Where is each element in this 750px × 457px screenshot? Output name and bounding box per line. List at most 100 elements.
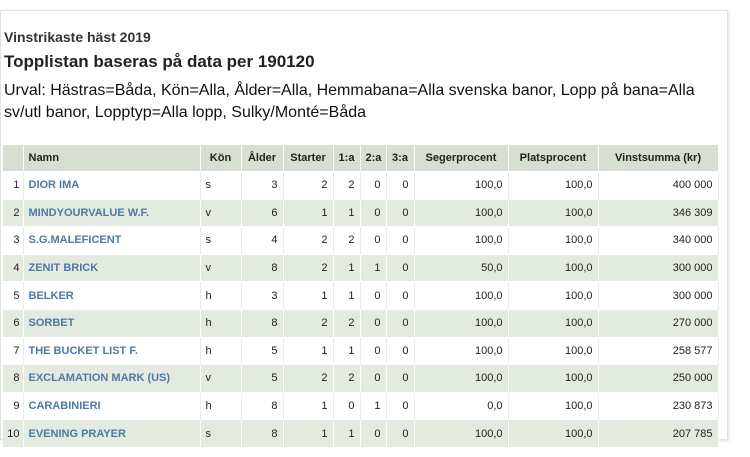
table-row: 7 THE BUCKET LIST F. h 5 1 1 0 0 100,0 100,0 258 5… bbox=[3, 336, 719, 365]
win-pct-cell: 100,0 bbox=[414, 198, 509, 227]
name-cell: ZENIT BRICK bbox=[23, 253, 201, 282]
name-cell: EVENING PRAYER bbox=[23, 419, 201, 447]
place-pct-cell: 100,0 bbox=[508, 336, 599, 365]
col-first[interactable]: 1:a bbox=[333, 145, 361, 172]
third-cell: 0 bbox=[386, 171, 415, 200]
win-pct-cell: 100,0 bbox=[414, 419, 509, 447]
horse-name-link[interactable]: EXCLAMATION MARK (US) bbox=[28, 372, 171, 385]
win-pct-cell: 100,0 bbox=[414, 171, 509, 200]
col-name[interactable]: Namn bbox=[23, 145, 201, 172]
earnings-cell: 250 000 bbox=[598, 364, 719, 393]
horse-name-link[interactable]: THE BUCKET LIST F. bbox=[28, 344, 138, 357]
gender-cell: s bbox=[200, 226, 242, 255]
place-pct-cell: 100,0 bbox=[508, 281, 599, 310]
earnings-cell: 300 000 bbox=[598, 253, 719, 282]
table-row: 4 ZENIT BRICK v 8 2 1 1 0 50,0 100,0 300 000 bbox=[3, 253, 719, 282]
rank-cell: 1 bbox=[3, 171, 24, 200]
first-cell: 1 bbox=[333, 419, 361, 447]
age-cell: 8 bbox=[241, 419, 284, 447]
col-gender[interactable]: Kön bbox=[200, 145, 242, 172]
age-cell: 5 bbox=[241, 364, 284, 393]
first-cell: 2 bbox=[333, 308, 361, 338]
starts-cell: 2 bbox=[283, 253, 334, 282]
col-age[interactable]: Ålder bbox=[241, 145, 284, 172]
age-cell: 6 bbox=[241, 198, 284, 227]
third-cell: 0 bbox=[386, 391, 415, 420]
first-cell: 1 bbox=[333, 281, 361, 310]
first-cell: 2 bbox=[333, 364, 361, 393]
horse-name-link[interactable]: DIOR IMA bbox=[28, 179, 80, 192]
third-cell: 0 bbox=[386, 308, 415, 338]
starts-cell: 1 bbox=[283, 281, 334, 310]
second-cell: 0 bbox=[360, 198, 387, 227]
first-cell: 2 bbox=[333, 226, 361, 255]
earnings-cell: 230 873 bbox=[598, 391, 719, 420]
table-row: 8 EXCLAMATION MARK (US) v 5 2 2 0 0 100,0 100,0 25… bbox=[3, 364, 719, 393]
third-cell: 0 bbox=[386, 419, 415, 447]
place-pct-cell: 100,0 bbox=[508, 308, 599, 338]
table-row: 5 BELKER h 3 1 1 0 0 100,0 100,0 300 000 bbox=[3, 281, 719, 310]
first-cell: 2 bbox=[333, 171, 361, 200]
gender-cell: h bbox=[200, 281, 242, 310]
gender-cell: h bbox=[200, 308, 242, 338]
win-pct-cell: 0,0 bbox=[414, 391, 509, 420]
horse-name-link[interactable]: MINDYOURVALUE W.F. bbox=[28, 206, 150, 219]
col-place-pct[interactable]: Platsprocent bbox=[508, 145, 599, 172]
table-row: 3 S.G.MALEFICENT s 4 2 2 0 0 100,0 100,0 340 000 bbox=[3, 226, 719, 255]
name-cell: CARABINIERI bbox=[23, 391, 201, 420]
horse-name-link[interactable]: EVENING PRAYER bbox=[28, 427, 126, 440]
place-pct-cell: 100,0 bbox=[508, 226, 599, 255]
place-pct-cell: 100,0 bbox=[508, 253, 599, 282]
starts-cell: 1 bbox=[283, 336, 334, 365]
earnings-cell: 300 000 bbox=[598, 281, 719, 310]
earnings-cell: 207 785 bbox=[598, 419, 719, 447]
toplist-table: Namn Kön Ålder Starter 1:a 2:a 3:a Seger… bbox=[3, 145, 719, 447]
col-starts[interactable]: Starter bbox=[283, 145, 334, 172]
age-cell: 8 bbox=[241, 391, 284, 420]
gender-cell: s bbox=[200, 171, 242, 200]
name-cell: DIOR IMA bbox=[23, 171, 201, 200]
second-cell: 0 bbox=[360, 419, 387, 447]
win-pct-cell: 100,0 bbox=[414, 281, 509, 310]
starts-cell: 1 bbox=[283, 198, 334, 227]
table-row: 1 DIOR IMA s 3 2 2 0 0 100,0 100,0 400 000 bbox=[3, 171, 719, 200]
horse-name-link[interactable]: CARABINIERI bbox=[28, 400, 101, 413]
rank-cell: 8 bbox=[3, 364, 24, 393]
third-cell: 0 bbox=[386, 336, 415, 365]
horse-name-link[interactable]: S.G.MALEFICENT bbox=[28, 234, 122, 247]
horse-name-link[interactable]: SORBET bbox=[28, 317, 75, 330]
data-date-heading: Topplistan baseras på data per 190120 bbox=[4, 52, 315, 71]
age-cell: 4 bbox=[241, 226, 284, 255]
rank-cell: 9 bbox=[3, 391, 24, 420]
rank-cell: 6 bbox=[3, 308, 24, 338]
col-win-pct[interactable]: Segerprocent bbox=[414, 145, 509, 172]
second-cell: 0 bbox=[360, 281, 387, 310]
gender-cell: v bbox=[200, 253, 242, 282]
third-cell: 0 bbox=[386, 226, 415, 255]
rank-cell: 5 bbox=[3, 281, 24, 310]
horse-name-link[interactable]: ZENIT BRICK bbox=[28, 262, 99, 275]
earnings-cell: 270 000 bbox=[598, 308, 719, 338]
earnings-cell: 346 309 bbox=[598, 198, 719, 227]
place-pct-cell: 100,0 bbox=[508, 419, 599, 447]
second-cell: 1 bbox=[360, 391, 387, 420]
first-cell: 1 bbox=[333, 198, 361, 227]
second-cell: 0 bbox=[360, 226, 387, 255]
starts-cell: 1 bbox=[283, 391, 334, 420]
table-row: 2 MINDYOURVALUE W.F. v 6 1 1 0 0 100,0 100,0 346 3… bbox=[3, 198, 719, 227]
starts-cell: 2 bbox=[283, 364, 334, 393]
rank-cell: 2 bbox=[3, 198, 24, 227]
col-second[interactable]: 2:a bbox=[360, 145, 387, 172]
horse-name-link[interactable]: BELKER bbox=[28, 289, 74, 302]
second-cell: 0 bbox=[360, 364, 387, 393]
place-pct-cell: 100,0 bbox=[508, 364, 599, 393]
first-cell: 1 bbox=[333, 336, 361, 365]
col-third[interactable]: 3:a bbox=[386, 145, 415, 172]
win-pct-cell: 100,0 bbox=[414, 364, 509, 393]
gender-cell: v bbox=[200, 364, 242, 393]
first-cell: 0 bbox=[333, 391, 361, 420]
name-cell: MINDYOURVALUE W.F. bbox=[23, 198, 201, 227]
filter-summary: Urval: Hästras=Båda, Kön=Alla, Ålder=All… bbox=[4, 82, 695, 121]
gender-cell: h bbox=[200, 391, 242, 420]
col-earnings[interactable]: Vinstsumma (kr) bbox=[598, 145, 719, 172]
